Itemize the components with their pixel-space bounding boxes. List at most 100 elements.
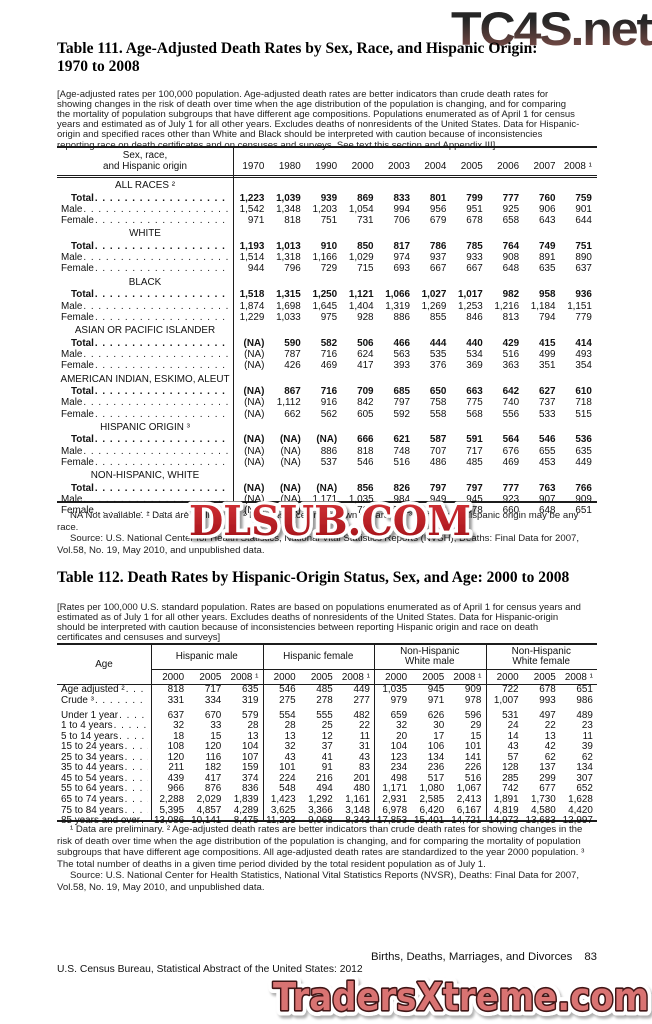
cell: 1,054: [348, 203, 374, 215]
cell: 548: [279, 783, 296, 795]
cell: 735: [320, 505, 338, 517]
row-label: Male: [57, 446, 233, 457]
row-label: Female: [57, 457, 233, 468]
cell: 493: [575, 348, 592, 360]
cell: 369: [466, 360, 483, 372]
table-112-footnote: ¹ Data are preliminary. ² Age-adjusted d…: [57, 824, 585, 870]
cell: 1,184: [530, 300, 556, 312]
cell: 429: [502, 337, 520, 349]
cell: 1,035: [348, 494, 374, 506]
cell: 515: [575, 408, 592, 420]
cell: 6,167: [456, 804, 482, 816]
cell: 670: [204, 709, 222, 721]
dot-leader: [124, 795, 148, 806]
cell: 925: [502, 203, 520, 215]
cell: 2,585: [419, 793, 445, 805]
year-header: 2003: [387, 161, 410, 172]
cell: 667: [429, 263, 447, 275]
cell: 4,819: [493, 804, 519, 816]
cell: 1,121: [348, 289, 374, 301]
year-header: 2005: [310, 671, 333, 683]
cell: 32: [284, 741, 296, 753]
dot-leader: [82, 446, 230, 457]
cell: 740: [502, 397, 520, 409]
cell: 440: [466, 337, 483, 349]
cell: (NA): [244, 457, 265, 469]
table-111: Sex, race, and Hispanic origin 1970 1980 1…: [57, 146, 597, 516]
cell: 1,166: [312, 252, 338, 264]
cell: 562: [320, 408, 338, 420]
table-row: Male (NA) 787 716 624 563 535 534 516 499 493: [57, 349, 597, 360]
table-row: 35 to 44 years 211 182 159 101 91 83 234 236 226 1…: [57, 763, 597, 774]
cell: 693: [393, 263, 410, 275]
cell: 18: [173, 730, 185, 742]
dot-leader: [94, 409, 230, 420]
cell: 933: [466, 252, 483, 264]
table-111-header: Sex, race, and Hispanic origin 1970 1980 1…: [57, 148, 597, 178]
year-header: 2000: [162, 671, 185, 683]
cell: 869: [357, 192, 374, 204]
cell: 535: [429, 348, 447, 360]
cell: 417: [357, 360, 374, 372]
cell: 275: [279, 694, 296, 706]
cell: 1,067: [456, 783, 482, 795]
cell: 24: [507, 720, 519, 732]
cell: 494: [316, 783, 333, 795]
cell: 966: [167, 783, 185, 795]
table-row: 5 to 14 years 18 15 13 13 12 11 20 17 15 14 13 11: [57, 730, 597, 743]
cell: 1,013: [276, 240, 301, 252]
cell: 1,315: [276, 289, 301, 301]
cell: (NA): [244, 397, 265, 409]
row-label: Total: [57, 289, 233, 300]
cell: 1,171: [382, 783, 408, 795]
cell: 801: [429, 192, 447, 204]
section-header: BLACK: [128, 276, 162, 288]
cell: 643: [539, 215, 556, 227]
cell: (NA): [280, 505, 301, 517]
cell: 417: [204, 772, 222, 784]
table-row: Female 1,229 1,033 975 928 886 855 846 813 794 779: [57, 312, 597, 323]
cell: 3,366: [308, 804, 333, 816]
cell: 748: [393, 445, 410, 457]
cell: 949: [429, 494, 447, 506]
cell: 908: [502, 252, 520, 264]
row-label-text: 25 to 34 years: [61, 752, 124, 763]
cell: 4,857: [196, 804, 222, 816]
cell: 28: [284, 720, 296, 732]
cell: 923: [502, 494, 520, 506]
cell: 886: [393, 311, 410, 323]
cell: 779: [575, 311, 592, 323]
row-label-text: Male: [61, 397, 83, 409]
cell: (NA): [280, 457, 301, 469]
row-label-text: Crude ³: [61, 695, 94, 706]
row-label: Male: [57, 204, 233, 215]
cell: 901: [575, 203, 592, 215]
cell: 676: [502, 445, 520, 457]
cell: 1,027: [421, 289, 447, 301]
cell: 319: [241, 694, 259, 706]
cell: 4,289: [233, 804, 259, 816]
row-label-text: 1 to 4 years: [61, 721, 113, 732]
cell: (NA): [243, 434, 265, 446]
cell: 43: [507, 741, 519, 753]
cell: 62: [544, 751, 556, 763]
cell: 590: [284, 337, 301, 349]
year-header: 2008 ¹: [453, 671, 482, 683]
cell: 1,171: [312, 494, 338, 506]
cell: 2,029: [196, 793, 222, 805]
row-label: Male: [57, 252, 233, 263]
cell: 979: [390, 694, 408, 706]
cell: (NA): [280, 445, 301, 457]
cell: 555: [316, 709, 333, 721]
table-row: Female (NA) 662 562 605 592 558 568 556 533 515: [57, 409, 597, 420]
cell: 10,141: [191, 815, 222, 827]
year-header: 2004: [424, 161, 447, 172]
cell: 751: [320, 215, 338, 227]
dot-leader: [94, 483, 230, 494]
cell: 717: [466, 445, 483, 457]
table-112-footnotes: ¹ Data are preliminary. ² Age-adjusted d…: [57, 824, 597, 893]
cell: 928: [357, 311, 374, 323]
dot-leader: [94, 263, 230, 274]
cell: 1,080: [419, 783, 445, 795]
table-row: 85 years and over 13,086 10,141 8,475 11,203…: [57, 816, 597, 827]
